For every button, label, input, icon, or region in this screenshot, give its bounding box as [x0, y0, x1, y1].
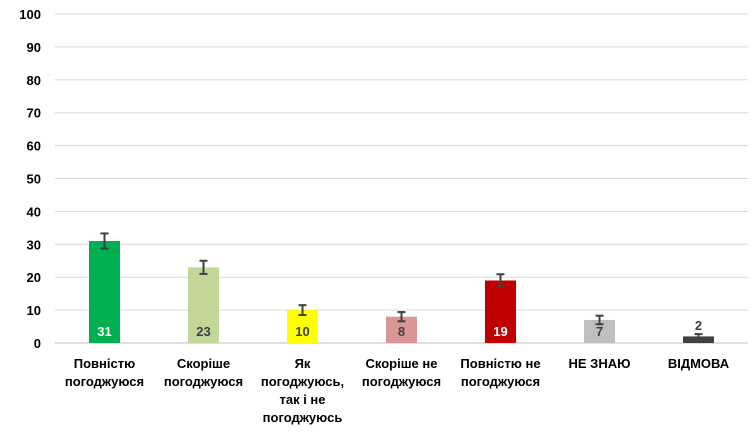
category-label-line: погоджуюсь, — [261, 374, 344, 389]
y-tick-label: 10 — [27, 303, 41, 318]
category-label: НЕ ЗНАЮ — [569, 356, 631, 371]
category-label-line: ВІДМОВА — [668, 356, 730, 371]
y-tick-label: 80 — [27, 73, 41, 88]
y-tick-label: 20 — [27, 270, 41, 285]
category-label-line: погоджуюсь — [263, 410, 343, 425]
gridlines — [55, 13, 748, 344]
data-label: 7 — [596, 324, 603, 339]
category-label: Скоріше погоджуюся — [164, 356, 243, 389]
category-label-line: погоджуюся — [362, 374, 441, 389]
category-label-line: Повністю не — [460, 356, 540, 371]
y-axis: 0 10 20 30 40 50 60 70 80 90 100 — [19, 7, 41, 351]
bar — [188, 267, 219, 343]
y-tick-label: 60 — [27, 139, 41, 154]
category-label-line: погоджуюся — [164, 374, 243, 389]
y-tick-label: 30 — [27, 237, 41, 252]
data-label: 19 — [493, 324, 507, 339]
data-label: 2 — [695, 318, 702, 333]
category-label-line: НЕ ЗНАЮ — [569, 356, 631, 371]
category-label-line: погоджуюся — [461, 374, 540, 389]
bar — [485, 280, 516, 343]
category-label-line: Скоріше не — [366, 356, 438, 371]
y-tick-label: 70 — [27, 106, 41, 121]
data-label: 23 — [196, 324, 210, 339]
data-label: 8 — [398, 324, 405, 339]
data-label: 31 — [97, 324, 111, 339]
category-label: Повністю не погоджуюся — [460, 356, 540, 389]
category-label: ВІДМОВА — [668, 356, 730, 371]
y-tick-label: 0 — [34, 336, 41, 351]
category-label-line: Як — [295, 356, 311, 371]
bar — [89, 241, 120, 343]
category-label: Скоріше не погоджуюся — [362, 356, 441, 389]
bars: 31 23 10 8 19 7 2 — [89, 232, 714, 343]
y-tick-label: 90 — [27, 40, 41, 55]
category-label: Як погоджуюсь, так і не погоджуюсь — [261, 356, 344, 425]
category-label: Повністю погоджуюся — [65, 356, 144, 389]
category-label-line: погоджуюся — [65, 374, 144, 389]
data-label: 10 — [295, 324, 309, 339]
y-tick-label: 40 — [27, 204, 41, 219]
category-label-line: так і не — [279, 392, 325, 407]
bar — [584, 319, 615, 343]
category-label-line: Повністю — [74, 356, 135, 371]
y-tick-label: 50 — [27, 172, 41, 187]
x-axis: Повністю погоджуюся Скоріше погоджуюся Як пог… — [65, 356, 730, 425]
y-tick-label: 100 — [19, 7, 41, 22]
category-label-line: Скоріше — [177, 356, 230, 371]
